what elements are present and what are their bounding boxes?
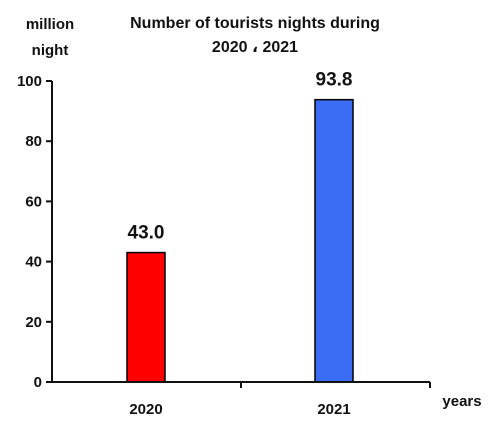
chart-title-line2: 2020 ، 2021 (212, 39, 298, 56)
bar-2021 (314, 98, 354, 383)
data-labels: 43.0 93.8 (128, 70, 353, 244)
x-axis-label: years (442, 393, 481, 410)
y-axis-ticks: 0 20 40 60 80 100 (17, 73, 52, 391)
data-label-2021: 93.8 (316, 70, 353, 91)
y-tick-label: 80 (25, 133, 42, 150)
y-axis-label-line2: night (32, 42, 69, 59)
x-category-label-2020: 2020 (129, 401, 162, 418)
chart-title-line1: Number of tourists nights during (130, 15, 380, 32)
bar-2020 (126, 251, 166, 383)
y-tick-label: 20 (25, 314, 42, 331)
y-axis-label-line1: million (26, 16, 74, 33)
y-tick-label: 40 (25, 254, 42, 271)
x-axis-categories: 2020 2021 (129, 401, 350, 418)
y-tick-label: 60 (25, 193, 42, 210)
y-tick-label: 100 (17, 73, 42, 90)
x-category-label-2021: 2021 (317, 401, 350, 418)
y-tick-label: 0 (34, 374, 42, 391)
data-label-2020: 43.0 (128, 223, 165, 244)
bars (126, 98, 354, 383)
